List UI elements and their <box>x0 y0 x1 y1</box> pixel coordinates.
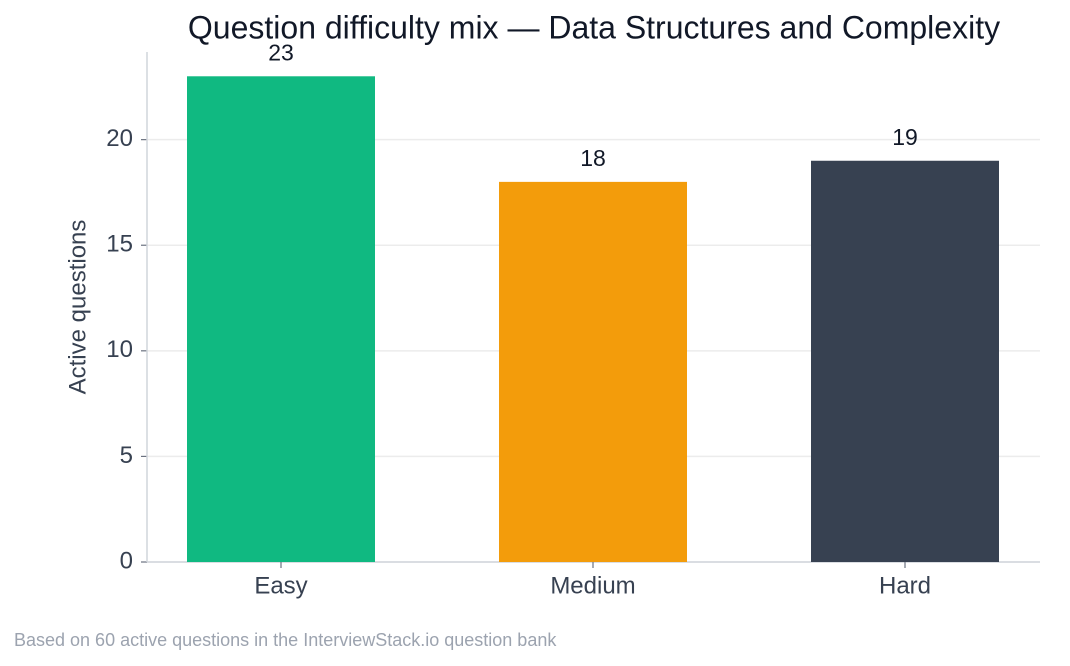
bar <box>811 160 999 563</box>
footnote: Based on 60 active questions in the Inte… <box>14 630 557 650</box>
chart-title: Question difficulty mix — Data Structure… <box>188 9 1000 45</box>
y-axis-label: Active questions <box>64 220 91 395</box>
x-tick-label: Hard <box>879 572 931 599</box>
x-tick-label: Easy <box>254 572 307 599</box>
value-label: 23 <box>268 39 294 65</box>
y-tick-label: 0 <box>120 547 133 574</box>
bar <box>187 76 375 563</box>
y-tick-label: 5 <box>120 442 133 469</box>
y-tick-label: 10 <box>106 336 133 363</box>
value-label: 18 <box>580 145 606 171</box>
value-label: 19 <box>892 124 918 150</box>
bar <box>499 181 687 562</box>
y-tick-label: 20 <box>106 125 133 152</box>
x-tick-label: Medium <box>550 572 635 599</box>
y-tick-label: 15 <box>106 231 133 258</box>
